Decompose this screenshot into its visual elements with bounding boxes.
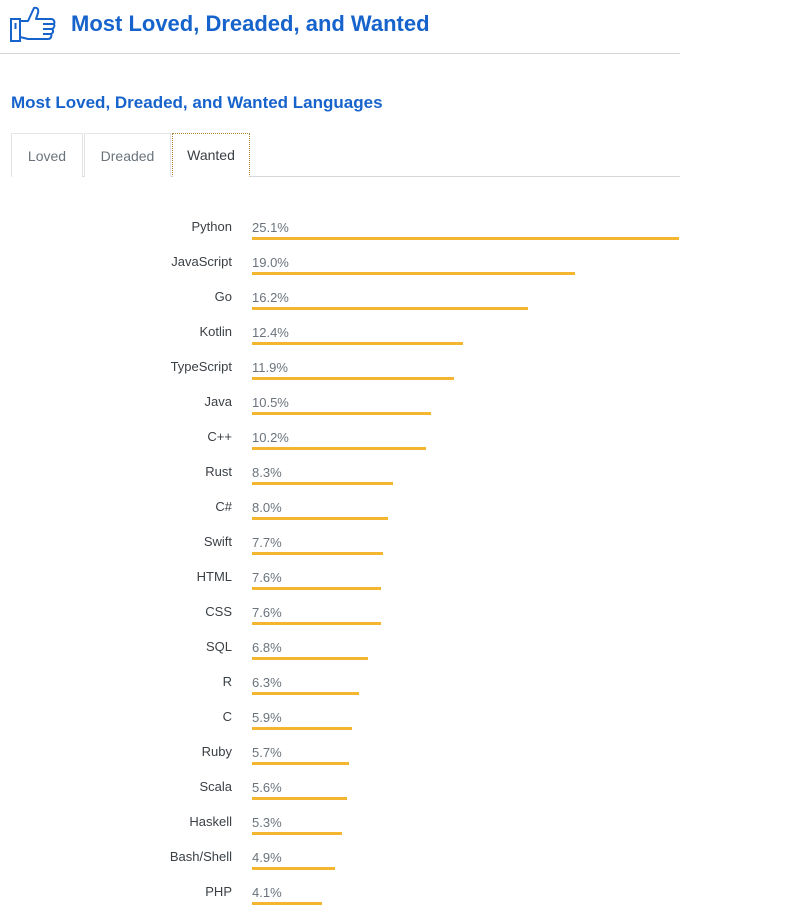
value-label: 25.1% (252, 220, 289, 235)
category-label: R (222, 674, 232, 689)
chart-row: Python 25.1% (0, 210, 789, 245)
chart-row: Scala 5.6% (0, 770, 789, 805)
category-label: JavaScript (171, 254, 232, 269)
value-label: 7.7% (252, 535, 282, 550)
chart-row: Swift 7.7% (0, 525, 789, 560)
bar (252, 517, 388, 520)
value-label: 6.8% (252, 640, 282, 655)
value-label: 16.2% (252, 290, 289, 305)
chart-row: SQL 6.8% (0, 630, 789, 665)
tab-wanted[interactable]: Wanted (172, 133, 250, 177)
chart-row: C 5.9% (0, 700, 789, 735)
category-label: Go (214, 289, 232, 304)
chart-row: Rust 8.3% (0, 455, 789, 490)
bar (252, 307, 528, 310)
value-label: 8.3% (252, 465, 282, 480)
chart-row: Ruby 5.7% (0, 735, 789, 770)
value-label: 5.7% (252, 745, 282, 760)
value-label: 5.3% (252, 815, 282, 830)
section-title: Most Loved, Dreaded, and Wanted Language… (11, 93, 383, 112)
chart-row: Haskell 5.3% (0, 805, 789, 840)
chart-row: R 6.3% (0, 665, 789, 700)
value-label: 5.9% (252, 710, 282, 725)
bar (252, 447, 426, 450)
chart-row: TypeScript 11.9% (0, 350, 789, 385)
value-label: 19.0% (252, 255, 289, 270)
thumbs-up-icon (10, 6, 56, 42)
category-label: CSS (205, 604, 232, 619)
value-label: 11.9% (252, 360, 288, 375)
page-header: Most Loved, Dreaded, and Wanted (0, 0, 680, 54)
category-label: TypeScript (170, 359, 232, 374)
bar (252, 482, 393, 485)
chart-row: Kotlin 12.4% (0, 315, 789, 350)
category-label: Java (204, 394, 232, 409)
bar (252, 552, 383, 555)
chart-row: C++ 10.2% (0, 420, 789, 455)
page-title: Most Loved, Dreaded, and Wanted (71, 11, 430, 36)
tab-dreaded[interactable]: Dreaded (84, 133, 171, 177)
value-label: 4.9% (252, 850, 282, 865)
bar (252, 272, 575, 275)
value-label: 7.6% (252, 570, 282, 585)
bar (252, 902, 322, 905)
bar (252, 377, 454, 380)
value-label: 10.2% (252, 430, 289, 445)
chart-row: C# 8.0% (0, 490, 789, 525)
category-label: Python (191, 219, 232, 234)
category-label: C (222, 709, 232, 724)
bar (252, 797, 347, 800)
category-label: C++ (207, 429, 232, 444)
category-label: HTML (196, 569, 232, 584)
bar (252, 832, 342, 835)
category-label: PHP (205, 884, 232, 899)
value-label: 8.0% (252, 500, 282, 515)
bar (252, 692, 359, 695)
chart-row: JavaScript 19.0% (0, 245, 789, 280)
bar (252, 657, 368, 660)
category-label: Haskell (189, 814, 232, 829)
category-label: Rust (205, 464, 232, 479)
category-label: Kotlin (199, 324, 232, 339)
category-label: Swift (203, 534, 232, 549)
value-label: 12.4% (252, 325, 289, 340)
bar (252, 237, 679, 240)
bar (252, 762, 349, 765)
chart-row: Bash/Shell 4.9% (0, 840, 789, 875)
bar (252, 622, 381, 625)
bar (252, 587, 381, 590)
value-label: 10.5% (252, 395, 289, 410)
category-label: SQL (205, 639, 232, 654)
bar (252, 342, 463, 345)
chart-row: HTML 7.6% (0, 560, 789, 595)
value-label: 6.3% (252, 675, 282, 690)
chart-row: CSS 7.6% (0, 595, 789, 630)
category-label: Ruby (201, 744, 232, 759)
bar (252, 412, 431, 415)
tab-loved[interactable]: Loved (11, 133, 83, 177)
value-label: 4.1% (252, 885, 282, 900)
category-label: Scala (199, 779, 232, 794)
chart-row: Go 16.2% (0, 280, 789, 315)
languages-bar-chart: Python 25.1% JavaScript 19.0% Go 16.2% Kotlin 1… (0, 210, 789, 919)
value-label: 7.6% (252, 605, 282, 620)
value-label: 5.6% (252, 780, 282, 795)
chart-row: Java 10.5% (0, 385, 789, 420)
category-label: C# (215, 499, 232, 514)
chart-row: PHP 4.1% (0, 875, 789, 910)
category-label: Bash/Shell (169, 849, 232, 864)
bar (252, 867, 335, 870)
tab-bar: Loved Dreaded Wanted (11, 133, 680, 177)
bar (252, 727, 352, 730)
